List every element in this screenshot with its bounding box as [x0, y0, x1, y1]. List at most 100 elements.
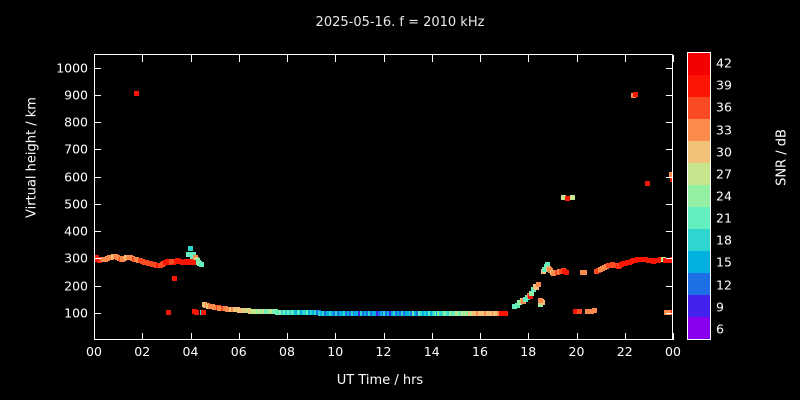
- data-point: [572, 308, 578, 314]
- colorbar-tick-label: 27: [716, 166, 732, 182]
- colorbar-segment: [688, 295, 710, 317]
- y-tick-mark: [94, 176, 101, 178]
- data-point: [187, 245, 193, 251]
- data-point: [577, 309, 583, 315]
- y-tick-mark-right: [666, 231, 673, 233]
- x-tick-mark: [190, 333, 192, 340]
- colorbar-tick-label: 21: [716, 210, 732, 226]
- x-tick-mark: [383, 333, 385, 340]
- y-tick-mark-right: [666, 203, 673, 205]
- colorbar-tick-label: 33: [716, 122, 732, 138]
- data-point: [667, 257, 672, 263]
- data-point: [591, 308, 597, 314]
- colorbar-segment: [688, 185, 710, 207]
- data-point: [186, 251, 192, 257]
- data-point: [670, 257, 672, 263]
- colorbar-segment: [688, 317, 710, 339]
- data-point: [531, 286, 537, 292]
- y-tick-mark-right: [666, 149, 673, 151]
- data-point: [198, 261, 204, 267]
- data-point: [670, 309, 672, 315]
- y-tick-mark: [94, 312, 101, 314]
- x-tick-label: 14: [423, 344, 440, 359]
- data-point: [133, 90, 139, 96]
- x-tick-mark-top: [238, 55, 240, 62]
- x-axis-label: UT Time / hrs: [336, 373, 424, 388]
- colorbar-segment: [688, 53, 710, 75]
- x-tick-label: 06: [230, 344, 247, 359]
- x-tick-label: 22: [616, 344, 633, 359]
- x-tick-mark: [238, 333, 240, 340]
- data-point: [172, 276, 178, 282]
- x-tick-mark: [480, 333, 481, 340]
- data-point: [201, 310, 207, 316]
- data-point: [582, 269, 588, 275]
- x-tick-mark: [287, 333, 288, 340]
- colorbar-segment: [688, 75, 710, 97]
- data-point: [632, 91, 638, 97]
- y-tick-mark: [94, 122, 101, 124]
- data-point: [538, 297, 544, 303]
- data-point: [671, 259, 672, 265]
- y-tick-label: 300: [64, 250, 88, 266]
- colorbar-tick-label: 15: [716, 254, 732, 270]
- colorbar-segment: [688, 207, 710, 229]
- data-point: [502, 310, 508, 316]
- x-tick-mark-top: [94, 55, 95, 62]
- x-tick-mark-top: [576, 55, 578, 62]
- colorbar-tick-label: 18: [716, 232, 732, 248]
- y-tick-label: 200: [64, 278, 88, 294]
- colorbar-tick-label: 9: [716, 299, 724, 315]
- x-tick-label: 00: [665, 344, 681, 359]
- x-tick-label: 16: [472, 344, 488, 359]
- y-tick-mark-right: [666, 312, 673, 314]
- y-tick-label: 100: [64, 305, 88, 321]
- colorbar-tick-label: 36: [716, 99, 732, 115]
- data-point: [527, 293, 533, 299]
- x-tick-mark-top: [431, 55, 433, 62]
- scatter-points-layer: [95, 55, 672, 339]
- data-point: [669, 171, 672, 177]
- y-tick-label: 1000: [56, 60, 88, 76]
- colorbar-tick-label: 12: [716, 277, 732, 293]
- x-tick-label: 00: [86, 344, 102, 359]
- plot-area: [94, 54, 673, 340]
- y-tick-mark: [94, 67, 101, 69]
- y-tick-label: 600: [64, 169, 88, 185]
- x-tick-mark-top: [480, 55, 481, 62]
- colorbar-tick-labels: 6 9 12 15 18 21 24 27 30 33 36 39 42: [716, 52, 756, 340]
- y-tick-mark: [94, 258, 101, 260]
- data-point: [564, 270, 570, 276]
- data-point: [169, 258, 175, 264]
- x-tick-mark: [142, 333, 144, 340]
- y-tick-mark: [94, 231, 101, 233]
- data-point: [191, 252, 197, 258]
- data-point: [529, 290, 535, 296]
- y-tick-mark-right: [666, 258, 673, 260]
- data-point: [644, 180, 650, 186]
- data-point: [666, 310, 672, 316]
- data-point: [669, 177, 672, 183]
- data-point: [643, 257, 649, 263]
- data-point: [533, 285, 539, 291]
- x-tick-mark-top: [190, 55, 192, 62]
- colorbar-segment: [688, 251, 710, 273]
- y-tick-label: 500: [64, 196, 88, 212]
- y-tick-mark-right: [666, 122, 673, 124]
- x-tick-mark-top: [142, 55, 144, 62]
- x-axis-tick-labels: 00 02 04 06 08 10 12 14 16 18 20 22 00: [86, 344, 681, 366]
- colorbar-segment: [688, 141, 710, 163]
- y-axis-tick-labels: 100 200 300 400 500 600 700 800 900 1000: [40, 54, 88, 340]
- y-tick-label: 700: [64, 141, 88, 157]
- y-tick-mark: [94, 203, 101, 205]
- x-tick-mark-top: [673, 55, 674, 62]
- y-tick-label: 900: [64, 87, 88, 103]
- colorbar-segment: [688, 163, 710, 185]
- x-tick-mark: [335, 333, 337, 340]
- x-tick-label: 10: [327, 344, 344, 359]
- data-point: [535, 282, 541, 288]
- x-tick-mark-top: [528, 55, 530, 62]
- x-tick-mark: [528, 333, 530, 340]
- y-tick-mark-right: [666, 67, 673, 69]
